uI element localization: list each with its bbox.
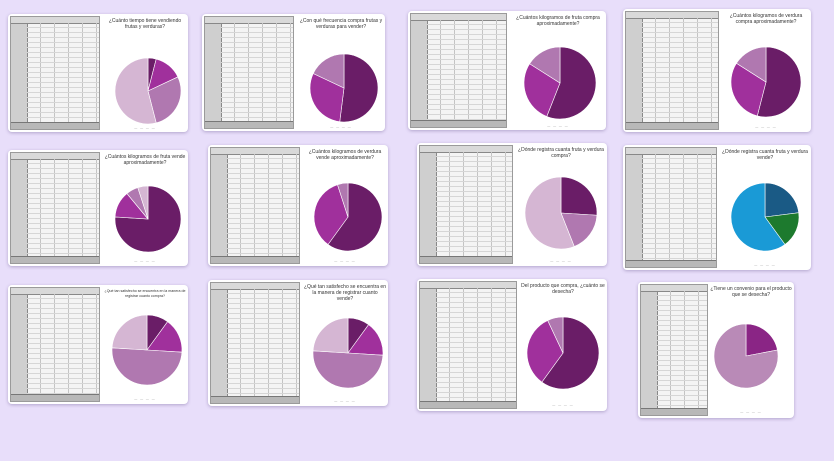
spreadsheet-table [640,284,708,416]
pie-slice [764,182,800,218]
slide-card-11[interactable]: Del producto que compra, ¿cuánto se dese… [417,279,607,411]
pie-slice [312,53,345,89]
pie-chart [313,182,383,252]
pie-slice [313,184,349,245]
question-title: ¿Qué tan satisfecho se encuentra en la m… [104,289,186,298]
question-title: ¿Con qué frecuencia compra frutas y verd… [299,18,383,30]
question-title: ¿Cuántos kilogramos de fruta compra apro… [516,15,600,27]
pie-chart [524,176,598,250]
spreadsheet-table [10,152,100,264]
pie-slice [327,182,383,252]
slide-card-1[interactable]: ¿Cuánto tiempo tiene vendiendo frutas y … [8,14,188,132]
slide-card-12[interactable]: ¿Tiene un convenio para el producto que … [638,282,794,418]
spreadsheet-table [625,11,719,130]
pie-slice [526,320,564,383]
pie-slice [756,46,802,118]
question-title: ¿Cuántos kilogramos de fruta vende aprox… [104,154,186,166]
pie-slice [137,185,149,220]
pie-slice [546,46,597,120]
question-title: Del producto que compra, ¿cuánto se dese… [521,283,605,295]
question-title: ¿Cuántos kilogramos de verdura compra ap… [729,13,803,25]
slide-card-7[interactable]: ¿Dónde registra cuanta fruta y verdura c… [417,143,607,266]
pie-slice [111,314,148,351]
pie-slice [309,73,345,123]
slide-card-3[interactable]: ¿Cuántos kilogramos de fruta compra apro… [408,11,606,130]
spreadsheet-table [419,281,517,409]
spreadsheet-table [419,145,513,264]
pie-slice [730,62,767,117]
pie-slice [147,76,182,124]
spreadsheet-table [410,13,507,128]
slide-card-10[interactable]: ¿Qué tan satisfecho se encuentra en la m… [208,280,388,406]
pie-slice [337,182,349,218]
slide-card-5[interactable]: ¿Cuántos kilogramos de fruta vende aprox… [8,150,188,266]
pie-slice [547,316,564,354]
spreadsheet-table [625,147,717,268]
pie-slice [541,316,600,390]
question-title: ¿Tiene un convenio para el producto que … [710,286,792,298]
pie-slice [111,347,183,386]
pie-slice [312,350,384,389]
spreadsheet-table [210,147,300,264]
pie-slice [524,176,575,250]
pie-slice [312,317,349,354]
pie-chart [312,317,384,389]
question-title: ¿Dónde registra cuanta fruta y verdura v… [722,149,808,161]
question-title: ¿Qué tan satisfecho se encuentra en la m… [304,284,386,302]
spreadsheet-table [10,16,100,130]
pie-chart [526,316,600,390]
spreadsheet-table [10,287,100,402]
slide-card-8[interactable]: ¿Dónde registra cuanta fruta y verdura v… [623,145,811,270]
slide-card-6[interactable]: ¿Cuántos kilogramos de verdura vende apr… [208,145,388,266]
pie-chart [309,53,379,123]
spreadsheet-table [210,282,300,404]
pie-chart [730,182,800,252]
pie-chart [111,314,183,386]
slide-card-2[interactable]: ¿Con qué frecuencia compra frutas y verd… [202,14,385,131]
pie-slice [560,176,598,216]
pie-slice [560,212,598,247]
pie-chart [730,46,802,118]
pie-chart [114,185,182,253]
pie-slice [339,53,379,123]
pie-slice [713,323,779,389]
pie-slice [114,57,157,125]
spreadsheet-table [204,16,294,129]
pie-slice [523,63,561,117]
slide-card-9[interactable]: ¿Qué tan satisfecho se encuentra en la m… [8,285,188,404]
pie-slice [529,46,561,84]
pie-chart [713,323,779,389]
slide-card-4[interactable]: ¿Cuántos kilogramos de verdura compra ap… [623,9,811,132]
question-title: ¿Dónde registra cuanta fruta y verdura c… [518,147,604,159]
pie-slice [736,46,767,83]
pie-slice [730,182,786,252]
pie-slice [745,323,778,357]
question-title: ¿Cuánto tiempo tiene vendiendo frutas y … [108,18,182,30]
pie-chart [114,57,182,125]
pie-chart [523,46,597,120]
question-title: ¿Cuántos kilogramos de verdura vende apr… [308,149,382,161]
